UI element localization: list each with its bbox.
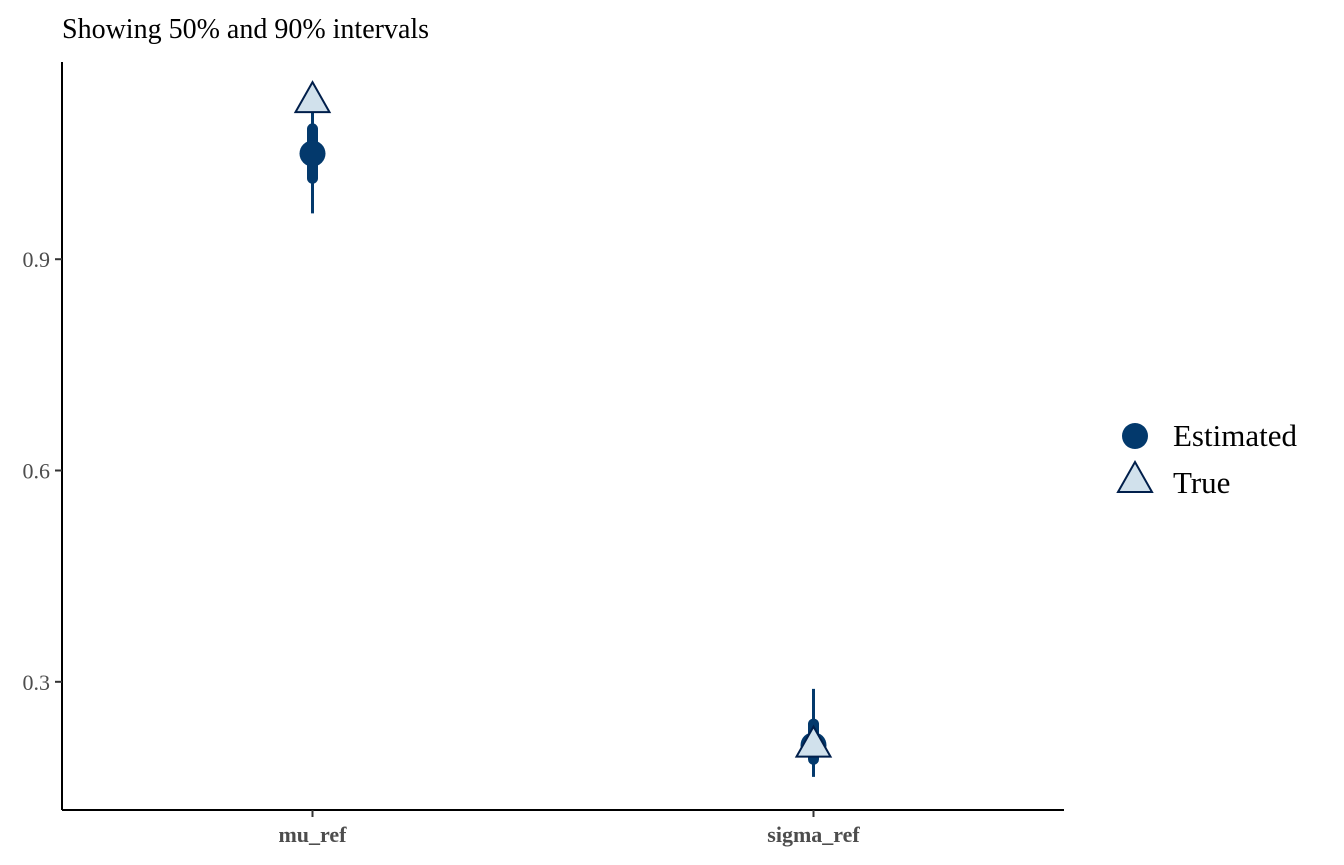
true-point-mu_ref (293, 80, 332, 114)
plot-area (293, 80, 833, 777)
y-axis-ticks: 0.3 0.6 0.9 (23, 247, 62, 695)
legend: Estimated True (1116, 418, 1297, 500)
legend-true-label: True (1173, 465, 1230, 500)
y-tick-label: 0.9 (23, 247, 51, 272)
x-tick-label: mu_ref (278, 822, 347, 847)
x-tick-label: sigma_ref (767, 822, 860, 847)
true-point-sigma_ref (794, 724, 833, 758)
estimated-point-mu_ref (299, 140, 326, 167)
legend-estimated-label: Estimated (1173, 418, 1297, 453)
legend-true-icon (1116, 459, 1154, 493)
x-axis-ticks: mu_ref sigma_ref (278, 810, 860, 847)
chart-subtitle: Showing 50% and 90% intervals (62, 14, 429, 45)
y-tick-label: 0.3 (23, 670, 51, 695)
y-tick-label: 0.6 (23, 459, 51, 484)
legend-estimated-icon (1122, 423, 1148, 449)
